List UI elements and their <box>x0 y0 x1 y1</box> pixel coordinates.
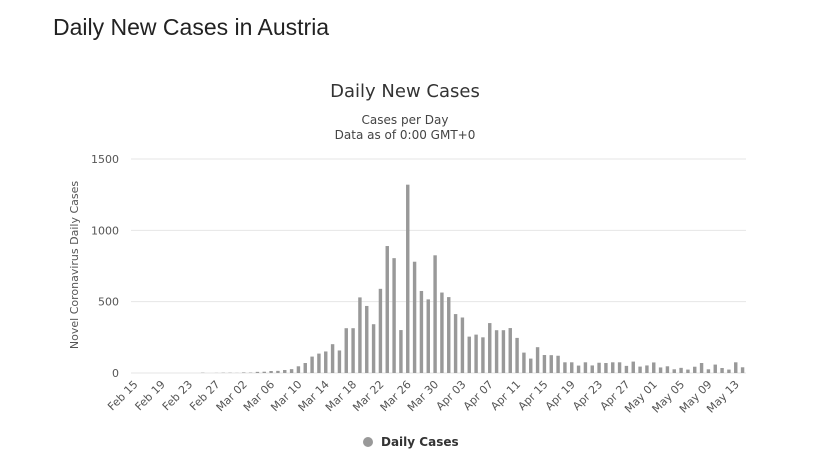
y-tick-label: 0 <box>112 367 119 380</box>
page-title: Daily New Cases in Austria <box>53 14 330 40</box>
chart-subtitle-line-2: Data as of 0:00 GMT+0 <box>335 128 476 142</box>
bar[interactable] <box>576 365 581 373</box>
chart-title: Daily New Cases <box>330 81 480 102</box>
bar[interactable] <box>699 363 704 373</box>
bar[interactable] <box>617 362 622 373</box>
bar[interactable] <box>734 362 738 373</box>
bar[interactable] <box>358 297 362 373</box>
bar[interactable] <box>324 351 328 373</box>
bar[interactable] <box>255 371 260 373</box>
bar[interactable] <box>535 347 540 373</box>
bar[interactable] <box>283 370 287 373</box>
bar[interactable] <box>624 365 629 373</box>
bar[interactable] <box>419 290 424 373</box>
bar[interactable] <box>474 334 478 373</box>
x-tick-label: Apr 19 <box>543 378 578 413</box>
bar[interactable] <box>652 362 656 373</box>
bar[interactable] <box>686 369 690 373</box>
bar[interactable] <box>392 258 396 373</box>
bar[interactable] <box>453 314 458 373</box>
x-tick-label: Apr 15 <box>516 378 551 413</box>
y-tick-label: 1000 <box>91 224 119 237</box>
bar[interactable] <box>371 324 376 373</box>
bar[interactable] <box>542 355 547 373</box>
x-tick-label: Apr 07 <box>461 378 496 413</box>
bar[interactable] <box>276 370 280 373</box>
bars <box>201 184 745 374</box>
bar[interactable] <box>563 362 567 373</box>
bar[interactable] <box>522 352 526 373</box>
chart-subtitle-line-1: Cases per Day <box>362 113 449 127</box>
bar[interactable] <box>556 355 560 373</box>
bar[interactable] <box>447 297 451 373</box>
bar[interactable] <box>645 365 649 373</box>
bar[interactable] <box>693 366 697 373</box>
bar[interactable] <box>590 365 594 373</box>
bar[interactable] <box>720 368 724 373</box>
bar[interactable] <box>310 356 314 373</box>
bar[interactable] <box>638 366 642 373</box>
bar[interactable] <box>460 317 465 374</box>
bar[interactable] <box>406 184 410 373</box>
bar[interactable] <box>488 323 492 373</box>
y-tick-label: 1500 <box>91 153 119 166</box>
legend-label-daily-cases: Daily Cases <box>381 435 459 449</box>
x-tick-label: Apr 11 <box>488 378 523 413</box>
bar[interactable] <box>317 353 321 373</box>
bar[interactable] <box>679 367 683 373</box>
bar[interactable] <box>549 355 553 373</box>
bar[interactable] <box>508 328 512 373</box>
legend[interactable]: Daily Cases <box>363 435 459 449</box>
bar[interactable] <box>433 255 437 373</box>
bar[interactable] <box>481 337 485 373</box>
bar[interactable] <box>412 261 417 373</box>
bar[interactable] <box>501 330 506 373</box>
legend-marker-daily-cases <box>363 437 373 447</box>
bar[interactable] <box>303 363 307 373</box>
bar[interactable] <box>740 367 745 373</box>
bar[interactable] <box>385 246 389 373</box>
bar[interactable] <box>337 350 342 373</box>
x-tick-label: Apr 03 <box>434 378 469 413</box>
bar[interactable] <box>665 366 670 373</box>
bar[interactable] <box>597 362 601 373</box>
bar[interactable] <box>727 369 731 373</box>
bar[interactable] <box>378 288 383 373</box>
bar[interactable] <box>365 305 369 373</box>
bar[interactable] <box>706 369 711 373</box>
grid-lines: 0 500 1000 1500 <box>91 153 746 380</box>
bar[interactable] <box>399 330 403 373</box>
x-tick-label: Mar 30 <box>405 378 441 414</box>
bar[interactable] <box>672 369 676 373</box>
bar[interactable] <box>658 367 663 373</box>
bar[interactable] <box>330 344 335 373</box>
bar[interactable] <box>344 328 348 373</box>
bar[interactable] <box>351 328 355 373</box>
x-tick-label: Apr 23 <box>570 378 605 413</box>
bar[interactable] <box>242 372 246 373</box>
y-axis-label: Novel Coronavirus Daily Cases <box>68 181 81 349</box>
bar[interactable] <box>440 292 444 373</box>
bar[interactable] <box>631 361 635 373</box>
bar[interactable] <box>611 362 615 373</box>
bar[interactable] <box>289 369 294 373</box>
bar[interactable] <box>583 362 588 373</box>
bar[interactable] <box>296 366 301 373</box>
bar[interactable] <box>570 362 574 373</box>
bar[interactable] <box>426 299 430 373</box>
bar[interactable] <box>494 330 499 373</box>
y-tick-label: 500 <box>98 296 119 309</box>
bar[interactable] <box>515 337 519 373</box>
bar[interactable] <box>604 363 608 373</box>
bar[interactable] <box>529 358 533 373</box>
bar[interactable] <box>713 364 717 373</box>
bar[interactable] <box>269 371 273 373</box>
bar[interactable] <box>262 371 266 373</box>
bar[interactable] <box>467 336 471 373</box>
